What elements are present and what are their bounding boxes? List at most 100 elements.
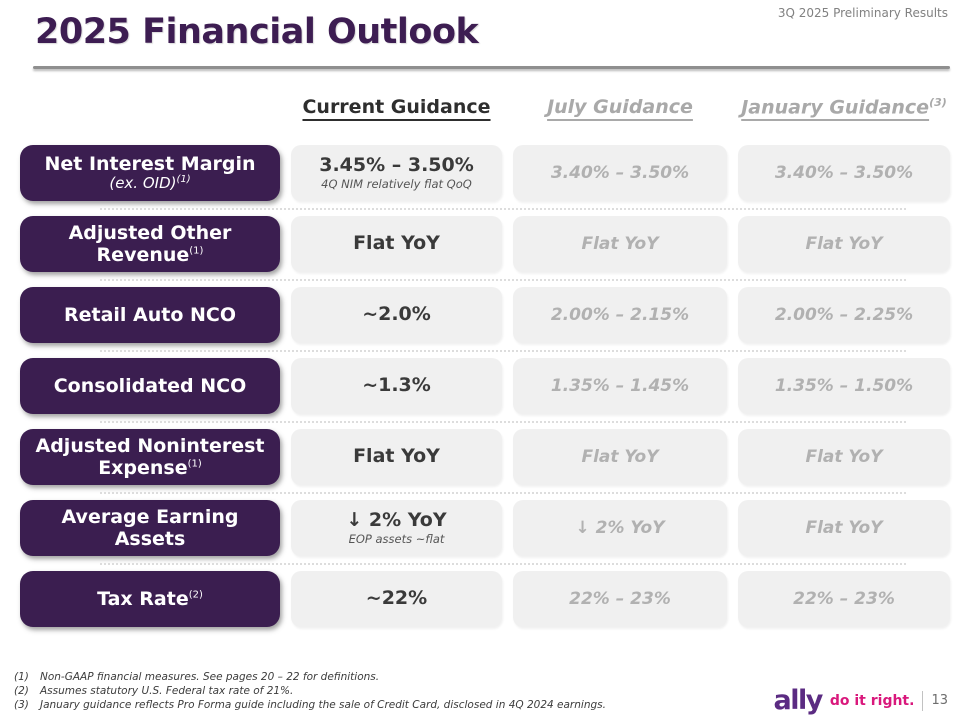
cell-tax-rate-july: 22% – 23% [513,571,727,627]
header-july-guidance: July Guidance [513,96,727,119]
row-label-average-earning-assets: Average Earning Assets [20,500,280,556]
footnote-3: (3) January guidance reflects Pro Forma … [14,698,606,712]
cell-net-interest-margin-current: 3.45% – 3.50% 4Q NIM relatively flat QoQ [291,145,502,201]
july-value: 22% – 23% [569,589,671,609]
cell-adjusted-other-revenue-current: Flat YoY [291,216,502,272]
row-label-line2-text: Revenue [96,244,190,266]
footnote-1: (1) Non-GAAP financial measures. See pag… [14,670,606,684]
row-label-line1: Retail Auto NCO [63,303,237,326]
column-headers: Current Guidance July Guidance January G… [20,96,950,119]
header-spacer [20,96,280,119]
header-july-guidance-label: July Guidance [547,96,693,118]
cell-average-earning-assets-january: Flat YoY [738,500,950,556]
header-current-guidance-label: Current Guidance [302,96,491,118]
cell-adjusted-other-revenue-january: Flat YoY [738,216,950,272]
row-separator [100,492,906,494]
row-separator [100,421,906,423]
current-value: Flat YoY [353,232,440,255]
cell-average-earning-assets-july: ↓ 2% YoY [513,500,727,556]
corner-note: 3Q 2025 Preliminary Results [777,6,948,20]
page-title: 2025 Financial Outlook [35,12,479,52]
footnote-ref: (2) [188,589,203,601]
cell-average-earning-assets-current: ↓ 2% YoY EOP assets ~flat [291,500,502,556]
row-label-adjusted-noninterest-expense: Adjusted Noninterest Expense(1) [20,429,280,485]
footnote-number: (3) [14,698,29,711]
row-label-line2-text: Expense [98,457,188,479]
current-value: 3.45% – 3.50% [319,153,474,176]
cell-consolidated-nco-current: ~1.3% [291,358,502,414]
ally-tagline: do it right. [829,692,915,709]
row-label-line1: Tax Rate(2) [97,588,203,610]
footnote-text: Non-GAAP financial measures. See pages 2… [40,670,380,683]
header-current-guidance: Current Guidance [291,96,502,119]
january-value: 1.35% – 1.50% [774,376,914,396]
cell-adjusted-noninterest-expense-current: Flat YoY [291,429,502,485]
row-label-line2: Expense(1) [98,457,202,479]
cell-consolidated-nco-july: 1.35% – 1.45% [513,358,727,414]
page-number: 13 [931,693,948,708]
cell-retail-auto-nco-january: 2.00% – 2.25% [738,287,950,343]
current-value: Flat YoY [353,445,440,468]
current-subtext: EOP assets ~flat [348,532,445,547]
footnote-ref: (1) [187,458,202,470]
january-value: 3.40% – 3.50% [774,163,914,183]
row-label-line1: Net Interest Margin [44,153,256,176]
guidance-table: Net Interest Margin (ex. OID)(1) 3.45% –… [20,145,950,627]
row-label-tax-rate: Tax Rate(2) [20,571,280,627]
footnote-number: (2) [14,684,29,697]
row-label-line2-text: (ex. OID) [109,174,177,193]
footnote-number: (1) [14,670,29,683]
footnote-ref: (1) [176,174,191,186]
cell-net-interest-margin-january: 3.40% – 3.50% [738,145,950,201]
ally-logo: ally [773,685,824,716]
header-january-guidance: January Guidance(3) [738,96,950,119]
july-value: Flat YoY [581,234,659,254]
july-value: 3.40% – 3.50% [550,163,690,183]
row-label-line1: Adjusted Other [68,221,232,244]
footer-divider [922,690,924,711]
january-value: 2.00% – 2.25% [774,305,914,325]
footnotes: (1) Non-GAAP financial measures. See pag… [14,670,606,712]
row-separator [100,350,906,352]
row-label-line2: (ex. OID)(1) [109,175,190,192]
july-value: 1.35% – 1.45% [550,376,690,396]
current-value: ~22% [365,587,428,610]
cell-retail-auto-nco-current: ~2.0% [291,287,502,343]
cell-consolidated-nco-january: 1.35% – 1.50% [738,358,950,414]
july-value: Flat YoY [581,447,659,467]
row-label-line1: Average Earning [61,505,239,528]
current-subtext: 4Q NIM relatively flat QoQ [321,177,472,192]
row-label-adjusted-other-revenue: Adjusted Other Revenue(1) [20,216,280,272]
footnote-text: Assumes statutory U.S. Federal tax rate … [40,684,294,697]
current-value: ↓ 2% YoY [346,508,447,531]
cell-retail-auto-nco-july: 2.00% – 2.15% [513,287,727,343]
cell-net-interest-margin-july: 3.40% – 3.50% [513,145,727,201]
row-label-line1: Adjusted Noninterest [35,434,265,457]
row-label-line2: Revenue(1) [97,244,204,266]
footnote-2: (2) Assumes statutory U.S. Federal tax r… [14,684,606,698]
january-value: Flat YoY [805,234,883,254]
header-january-footnote-ref: (3) [929,96,947,109]
title-divider [33,66,950,69]
row-separator [100,279,906,281]
row-label-line1: Consolidated NCO [53,374,247,397]
footnote-ref: (1) [189,245,204,257]
row-separator [100,563,906,565]
cell-tax-rate-current: ~22% [291,571,502,627]
row-label-consolidated-nco: Consolidated NCO [20,358,280,414]
cell-tax-rate-january: 22% – 23% [738,571,950,627]
current-value: ~2.0% [362,303,431,326]
january-value: Flat YoY [805,447,883,467]
row-label-net-interest-margin: Net Interest Margin (ex. OID)(1) [20,145,280,201]
january-value: 22% – 23% [793,589,895,609]
row-separator [100,208,906,210]
cell-adjusted-noninterest-expense-january: Flat YoY [738,429,950,485]
cell-adjusted-other-revenue-july: Flat YoY [513,216,727,272]
current-value: ~1.3% [362,374,431,397]
january-value: Flat YoY [805,518,883,538]
cell-adjusted-noninterest-expense-july: Flat YoY [513,429,727,485]
header-january-guidance-label: January Guidance [741,96,930,119]
footnote-text: January guidance reflects Pro Forma guid… [40,698,606,711]
row-label-line2: Assets [114,528,186,550]
